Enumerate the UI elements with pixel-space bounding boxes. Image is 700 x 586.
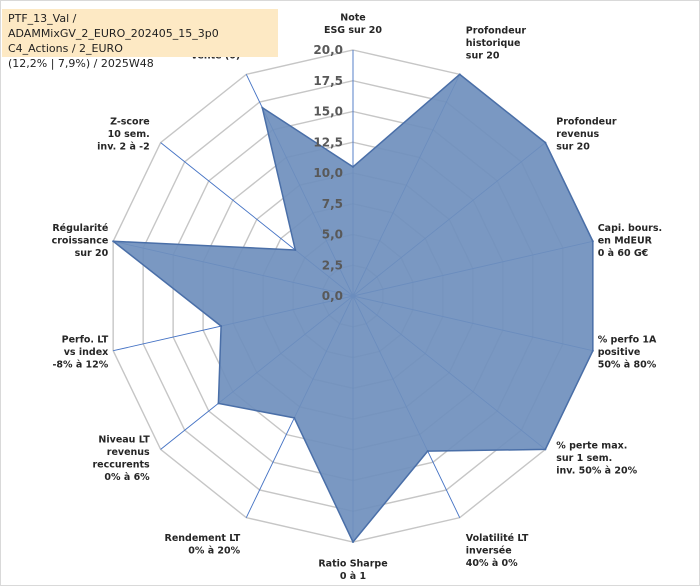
tick-label: 0,0: [322, 289, 343, 303]
tick-label: 15,0: [313, 105, 343, 119]
axis-label-line: sur 1 sem.: [556, 453, 612, 464]
axis-label-line: Ratio Sharpe: [318, 559, 387, 570]
axis-label-line: reccurents: [92, 459, 150, 470]
data-point: [261, 106, 264, 109]
axis-label-line: inv. 2 à -2: [97, 142, 150, 153]
axis-label-line: en MdEUR: [598, 235, 653, 246]
axis-label: Rendement LT0% à 20%: [165, 533, 241, 557]
axis-label-line: Capi. bours.: [598, 223, 662, 234]
data-point: [544, 448, 547, 451]
tick-label: 2,5: [322, 258, 343, 272]
axis-label-line: 0% à 6%: [104, 472, 150, 483]
axis-label-line: inversée: [466, 545, 512, 556]
axis-label: Capi. bours.en MdEUR 0 à 60 G€: [598, 223, 662, 259]
axis-label-line: 0 à 1: [340, 571, 366, 582]
data-point: [426, 450, 429, 453]
tick-label: 10,0: [313, 166, 343, 180]
axis-label-line: -8% à 12%: [52, 359, 108, 370]
data-point: [220, 325, 223, 328]
data-point: [217, 402, 220, 405]
chart-title-box: PTF_13_Val / ADAMMixGV_2_EURO_202405_15_…: [2, 9, 278, 70]
tick-label: 17,5: [313, 74, 343, 88]
axis-label-line: revenus: [107, 447, 150, 458]
axis-label-line: vs index: [64, 347, 109, 358]
axis-label-line: Z-score: [110, 117, 150, 128]
axis-label: % perte max.sur 1 sem. inv. 50% à 20%: [556, 441, 637, 477]
data-point: [544, 141, 547, 144]
axis-label-line: sur 20: [75, 248, 109, 259]
radar-series: [112, 73, 594, 543]
data-point: [352, 165, 354, 168]
data-point: [112, 240, 115, 243]
axis-label-line: historique: [466, 38, 521, 49]
axis-label-line: % perfo 1A: [598, 334, 657, 345]
axis-label-line: revenus: [556, 129, 599, 140]
axis-label: Perfo. LT vs index-8% à 12%: [52, 334, 108, 370]
radar-tick-labels: 0,0 2,5 5,0 7,5 10,0 12,5 15,0 17,5 20,0: [313, 43, 343, 303]
tick-label: 5,0: [322, 228, 343, 242]
data-point: [591, 240, 594, 243]
axis-label-line: 40% à 0%: [466, 558, 518, 569]
axis-label-line: sur 20: [556, 142, 590, 153]
axis-label-line: Niveau LT: [98, 434, 150, 445]
axis-label-line: croissance: [52, 235, 109, 246]
axis-label-line: sur 20: [466, 51, 500, 62]
tick-label: 7,5: [322, 197, 343, 211]
axis-label-line: Régularité: [52, 223, 108, 234]
axis-label-line: Profondeur: [466, 26, 527, 37]
data-point: [293, 416, 296, 419]
axis-label-line: 50% à 80%: [598, 359, 657, 370]
axis-label-line: % perte max.: [556, 441, 627, 452]
axis-label-line: 0 à 60 G€: [598, 248, 649, 259]
axis-label-line: Rendement LT: [165, 533, 241, 544]
data-point: [458, 73, 461, 76]
title-line-1: PTF_13_Val / ADAMMixGV_2_EURO_202405_15_…: [8, 12, 219, 40]
data-point: [294, 248, 297, 251]
axis-label-line: Profondeur: [556, 117, 617, 128]
data-point: [352, 541, 354, 543]
axis-label-line: 0% à 20%: [188, 545, 240, 556]
axis-label-line: ESG sur 20: [324, 25, 382, 36]
tick-label: 12,5: [313, 135, 343, 149]
tick-label: 20,0: [313, 43, 343, 57]
axis-label-line: Volatilité LT: [466, 533, 529, 544]
axis-label: Note ESG sur 20: [324, 12, 382, 36]
axis-label-line: inv. 50% à 20%: [556, 466, 637, 477]
axis-label-line: positive: [598, 347, 641, 358]
axis-label-line: Note: [340, 12, 365, 23]
axis-label-line: Perfo. LT: [62, 334, 109, 345]
axis-label-line: 10 sem.: [108, 129, 150, 140]
title-line-2: C4_Actions / 2_EURO: [8, 42, 123, 55]
data-point: [591, 349, 594, 352]
title-line-3: (12,2% | 7,9%) / 2025W48: [8, 57, 154, 70]
